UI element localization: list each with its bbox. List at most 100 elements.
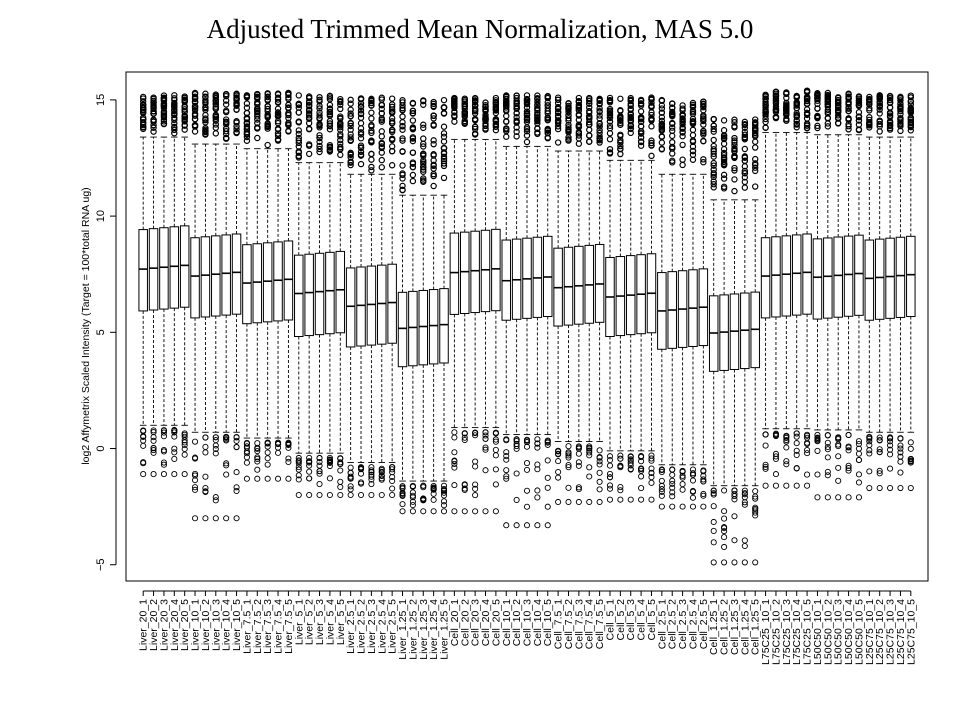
box-Cell_5_3	[625, 94, 636, 503]
iqr-box	[843, 235, 854, 317]
box-Liver_20_3	[159, 92, 169, 478]
outlier-point	[835, 453, 842, 460]
outlier-point	[274, 136, 282, 143]
outlier-point	[669, 493, 676, 500]
box-Liver_1.25_2	[408, 99, 418, 515]
box-Cell_20_5	[491, 94, 501, 515]
outlier-point	[731, 137, 738, 144]
x-tick-label: Cell_1.25_2	[719, 599, 731, 655]
box-Cell_7.5_5	[594, 95, 605, 506]
outlier-point	[440, 130, 448, 137]
outlier-point	[295, 100, 302, 108]
outlier-point	[534, 444, 541, 451]
outlier-point	[503, 126, 510, 133]
outlier-point	[171, 109, 178, 117]
iqr-box	[812, 238, 823, 320]
outlier-point	[669, 111, 676, 119]
outlier-point	[264, 103, 271, 110]
outlier-point	[554, 96, 562, 103]
outlier-point	[409, 117, 417, 124]
outlier-point	[793, 430, 800, 437]
outlier-point	[420, 135, 427, 142]
outlier-point	[669, 119, 676, 127]
outlier-point	[658, 486, 665, 493]
iqr-box	[325, 251, 335, 335]
outlier-point	[440, 103, 448, 111]
x-tick-label: Cell_2.5_2	[667, 599, 679, 649]
outlier-point	[783, 482, 790, 489]
outlier-point	[565, 464, 572, 471]
outlier-point	[658, 114, 666, 121]
outlier-point	[212, 450, 219, 457]
outlier-point	[202, 485, 209, 492]
outlier-point	[700, 478, 707, 485]
outlier-point	[150, 447, 157, 454]
outlier-point	[409, 110, 417, 117]
outlier-point	[669, 132, 676, 140]
outlier-point	[368, 473, 375, 480]
box-Cell_20_2	[460, 95, 470, 515]
outlier-point	[440, 162, 448, 170]
outlier-point	[700, 158, 707, 166]
outlier-point	[399, 489, 406, 497]
iqr-box	[221, 234, 231, 316]
outlier-point	[399, 102, 406, 109]
iqr-box	[335, 250, 346, 334]
outlier-point	[606, 474, 614, 481]
outlier-point	[171, 471, 178, 478]
outlier-point	[814, 112, 821, 120]
outlier-point	[689, 147, 697, 155]
iqr-box	[791, 234, 802, 316]
outlier-point	[347, 473, 354, 480]
outlier-point	[430, 102, 437, 110]
outlier-point	[357, 110, 365, 118]
outlier-point	[472, 432, 479, 439]
outlier-point	[368, 102, 375, 109]
outlier-point	[264, 475, 271, 482]
outlier-point	[638, 485, 645, 492]
outlier-point	[513, 437, 520, 445]
box-L25C75_10_4	[895, 93, 906, 492]
outlier-point	[357, 148, 365, 156]
box-Liver_7.5_3	[262, 90, 273, 482]
outlier-point	[565, 111, 572, 119]
outlier-point	[555, 498, 562, 506]
x-tick-label: Cell_20_1	[449, 599, 461, 646]
outlier-point	[347, 475, 354, 482]
outlier-point	[378, 143, 385, 150]
outlier-point	[347, 100, 354, 107]
x-tick-label: Liver_20_2	[148, 599, 160, 651]
outlier-point	[368, 123, 375, 130]
outlier-point	[689, 101, 697, 109]
outlier-point	[845, 107, 852, 115]
outlier-point	[679, 481, 686, 488]
outlier-point	[192, 515, 199, 522]
outlier-point	[554, 120, 562, 127]
outlier-point	[523, 522, 531, 529]
outlier-point	[700, 156, 707, 163]
outlier-point	[409, 137, 417, 145]
outlier-point	[150, 434, 157, 441]
outlier-point	[285, 441, 292, 448]
outlier-point	[689, 470, 697, 477]
outlier-point	[409, 99, 417, 107]
outlier-point	[606, 453, 614, 460]
outlier-point	[824, 494, 831, 501]
outlier-point	[181, 106, 188, 113]
outlier-point	[534, 436, 541, 443]
outlier-point	[523, 460, 531, 467]
outlier-point	[793, 124, 800, 131]
outlier-point	[648, 496, 655, 503]
outlier-point	[648, 109, 655, 116]
outlier-point	[637, 118, 645, 125]
outlier-point	[762, 431, 769, 438]
outlier-point	[783, 461, 790, 468]
box-Cell_1.25_3	[729, 116, 740, 566]
outlier-point	[855, 113, 863, 120]
outlier-point	[804, 431, 811, 438]
outlier-point	[700, 127, 707, 135]
iqr-box	[480, 229, 491, 313]
outlier-point	[378, 149, 385, 156]
outlier-point	[503, 133, 510, 140]
boxes-layer	[138, 87, 916, 566]
